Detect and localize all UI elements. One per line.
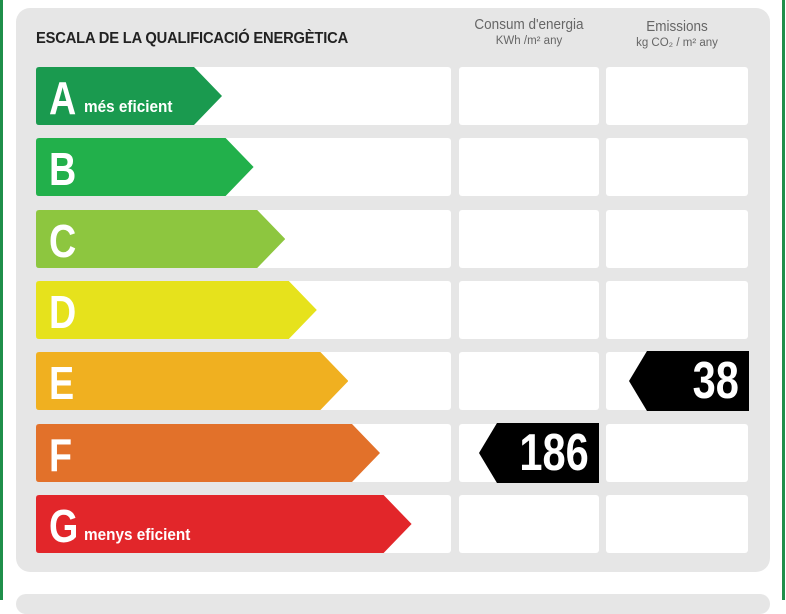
rating-letter: F [49, 428, 73, 481]
rating-arrow-b: B [36, 138, 254, 197]
watermark-logo: habitaclia [328, 284, 439, 311]
consumption-cell [459, 494, 599, 553]
emissions-cell [606, 423, 748, 482]
next-panel [16, 594, 770, 614]
consumption-cell [459, 209, 599, 268]
rating-label: menys eficient [84, 524, 191, 544]
rating-arrow-e: E [36, 352, 349, 411]
rating-arrow-c: C [36, 209, 286, 268]
consumption-cell [459, 280, 599, 339]
rating-letter: D [49, 285, 77, 338]
consumption-unit: KWh /m² any [495, 35, 563, 47]
indicator-value: 38 [692, 352, 739, 411]
consumption-value-indicator: 186 [479, 422, 599, 483]
emissions-cell [606, 209, 748, 268]
emissions-cell [606, 67, 748, 125]
left-border [0, 0, 3, 600]
emissions-unit: kg CO₂ / m² any [636, 37, 718, 49]
rating-letter: G [49, 499, 79, 552]
rating-label: més eficient [84, 97, 173, 116]
rating-letter: B [49, 143, 77, 196]
consumption-header: Consum d'energia KWh /m² any [459, 16, 599, 47]
consumption-cell [459, 352, 599, 411]
consumption-cell [459, 138, 599, 197]
consumption-title: Consum d'energia [474, 16, 584, 33]
consumption-cell [459, 67, 599, 125]
rating-letter: C [49, 214, 77, 267]
rating-letter: A [49, 72, 77, 124]
rating-arrow-d: D [36, 280, 317, 339]
rating-letter: E [49, 357, 75, 410]
indicator-value: 186 [519, 423, 589, 482]
emissions-cell [606, 280, 748, 339]
label-title: ESCALA DE LA QUALIFICACIÓ ENERGÈTICA [36, 30, 349, 47]
emissions-cell [606, 494, 748, 553]
emissions-value-indicator: 38 [629, 351, 749, 412]
emissions-header: Emissions kg CO₂ / m² any [606, 18, 748, 49]
emissions-title: Emissions [646, 18, 708, 35]
emissions-cell [606, 138, 748, 197]
rating-arrow-f: F [36, 423, 380, 482]
right-border [782, 0, 785, 600]
